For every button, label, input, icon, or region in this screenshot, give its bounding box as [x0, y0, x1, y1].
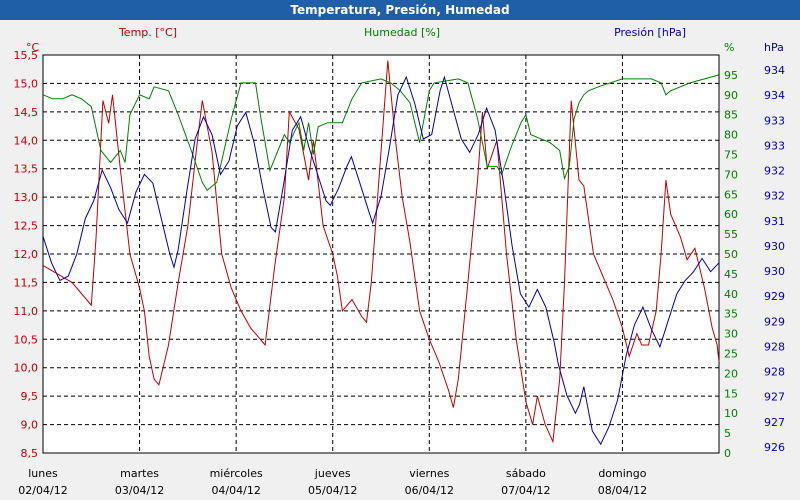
temp-tick-label: 8,5 — [21, 447, 39, 460]
axes: 15,5 15,0 14,5 14,0 13,5 13,0 12,5 12,0 11,5 11,0… — [14, 49, 786, 460]
humidity-tick-label: 85 — [724, 109, 738, 122]
x-day-label: domingo — [598, 467, 646, 480]
x-day-label: sábado — [506, 467, 546, 480]
pressure-tick-label: 934 — [764, 64, 785, 77]
temp-tick-label: 12,5 — [14, 220, 39, 233]
humidity-tick-label: 25 — [724, 348, 738, 361]
axis-headers: Temp. [°C] Humedad [%] Presión [hPa] °C% hPa — [26, 26, 784, 54]
series-line-temp — [42, 60, 720, 444]
temp-tick-label: 10,5 — [14, 333, 39, 346]
humidity-tick-label: 10 — [724, 407, 738, 420]
x-day-label: martes — [120, 467, 159, 480]
pressure-tick-label: 929 — [764, 315, 785, 328]
series-group — [42, 60, 720, 446]
pressure-tick-label: 934 — [764, 89, 785, 102]
pressure-tick-label: 929 — [764, 290, 785, 303]
pressure-tick-label: 931 — [764, 215, 785, 228]
temp-unit-label: °C — [26, 41, 40, 54]
x-date-label: 03/04/12 — [115, 484, 164, 497]
temp-tick-label: 13,5 — [14, 163, 39, 176]
pressure-axis-title: Presión [hPa] — [614, 26, 686, 39]
x-day-label: lunes — [28, 467, 58, 480]
pressure-tick-label: 933 — [764, 139, 785, 152]
x-date-label: 05/04/12 — [308, 484, 357, 497]
x-date-label: 04/04/12 — [211, 484, 260, 497]
humidity-tick-label: 75 — [724, 149, 738, 162]
humidity-tick-label: 40 — [724, 288, 738, 301]
humidity-tick-label: 80 — [724, 129, 738, 142]
chart-title: Temperatura, Presión, Humedad — [290, 3, 510, 17]
pressure-tick-label: 932 — [764, 165, 785, 178]
temp-tick-label: 9,0 — [21, 419, 39, 432]
pressure-unit-label: hPa — [764, 41, 784, 54]
humidity-tick-label: 65 — [724, 188, 738, 201]
temp-tick-label: 11,0 — [14, 305, 39, 318]
x-day-label: miércoles — [210, 467, 263, 480]
pressure-tick-label: 928 — [764, 340, 785, 353]
temp-tick-label: 14,5 — [14, 106, 39, 119]
pressure-tick-label: 930 — [764, 240, 785, 253]
temp-axis-title: Temp. [°C] — [118, 26, 177, 39]
temp-tick-label: 15,5 — [14, 49, 39, 62]
humidity-unit-label: % — [724, 41, 734, 54]
pressure-tick-label: 927 — [764, 416, 785, 429]
grid — [43, 55, 719, 453]
humidity-tick-label: 35 — [724, 308, 738, 321]
chart: 15,5 15,0 14,5 14,0 13,5 13,0 12,5 12,0 11,5 11,0… — [14, 26, 786, 497]
temp-tick-label: 13,0 — [14, 191, 39, 204]
pressure-tick-label: 927 — [764, 391, 785, 404]
x-day-label: jueves — [314, 467, 351, 480]
temp-tick-label: 9,5 — [21, 390, 39, 403]
series-line-humidity — [42, 74, 720, 192]
temp-tick-label: 14,0 — [14, 134, 39, 147]
series-line-pressure — [42, 75, 720, 446]
humidity-tick-label: 55 — [724, 228, 738, 241]
pressure-tick-label: 930 — [764, 265, 785, 278]
humidity-tick-label: 70 — [724, 168, 738, 181]
humidity-tick-label: 5 — [724, 427, 731, 440]
chart-title-bar: Temperatura, Presión, Humedad — [0, 0, 800, 20]
temp-tick-label: 12,0 — [14, 248, 39, 261]
pressure-tick-label: 933 — [764, 114, 785, 127]
humidity-tick-label: 30 — [724, 328, 738, 341]
x-date-label: 07/04/12 — [501, 484, 550, 497]
humidity-tick-label: 95 — [724, 69, 738, 82]
humidity-tick-label: 50 — [724, 248, 738, 261]
pressure-tick-label: 926 — [764, 441, 785, 454]
humidity-tick-label: 90 — [724, 89, 738, 102]
temp-tick-label: 10,0 — [14, 362, 39, 375]
humidity-tick-label: 45 — [724, 268, 738, 281]
pressure-tick-label: 932 — [764, 190, 785, 203]
temp-tick-label: 11,5 — [14, 276, 39, 289]
x-axis-labels: lunes 02/04/12 martes 03/04/12 miércoles 04/0… — [18, 467, 647, 497]
temp-tick-label: 15,0 — [14, 77, 39, 90]
x-day-label: viernes — [409, 467, 449, 480]
pressure-tick-label: 928 — [764, 366, 785, 379]
x-date-label: 06/04/12 — [405, 484, 454, 497]
x-date-label: 08/04/12 — [598, 484, 647, 497]
humidity-tick-label: 0 — [724, 447, 731, 460]
x-date-label: 02/04/12 — [18, 484, 67, 497]
humidity-axis-title: Humedad [%] — [364, 26, 440, 39]
humidity-tick-label: 20 — [724, 367, 738, 380]
humidity-tick-label: 15 — [724, 387, 738, 400]
humidity-tick-label: 60 — [724, 208, 738, 221]
